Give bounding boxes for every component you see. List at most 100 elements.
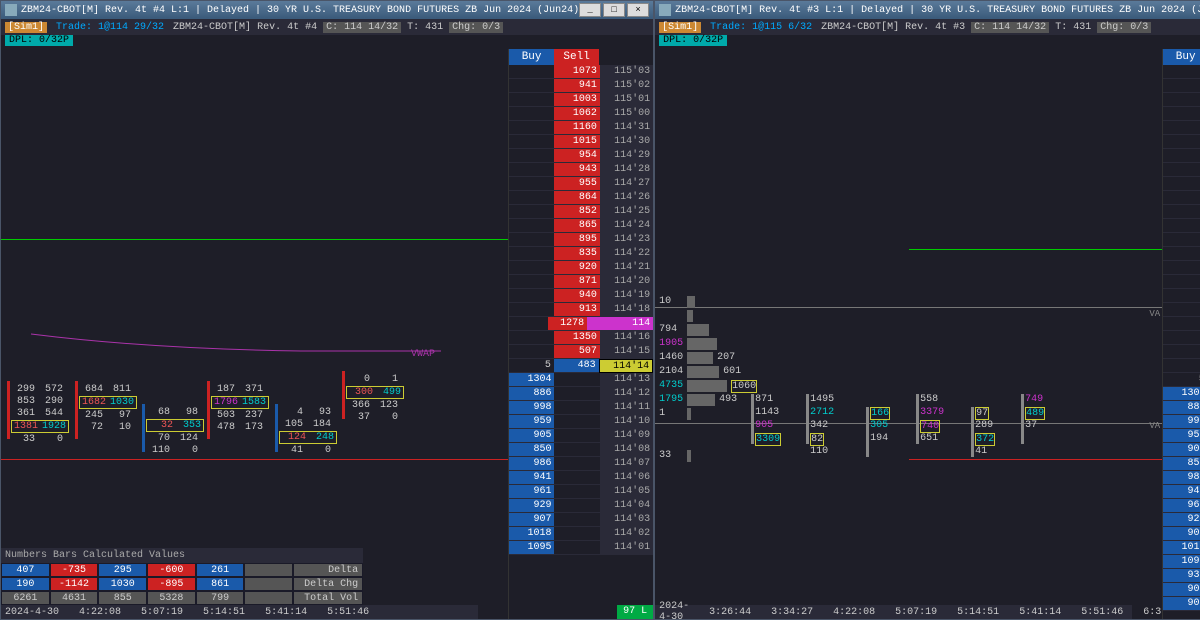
dom-row[interactable]: 929114'04 [1163,513,1200,527]
dom-row[interactable]: 886114'12 [1163,401,1200,415]
dom-row[interactable]: 954114'29 [1163,163,1200,177]
dom-row[interactable]: 864114'26 [509,191,653,205]
calc-title: Numbers Bars Calculated Values [1,548,363,563]
dom-row[interactable]: 1350114'16 [509,331,653,345]
close-button[interactable]: × [627,3,649,17]
dom-row[interactable]: 1278114'17 [1163,331,1200,345]
dom-row[interactable]: 943114'28 [1163,177,1200,191]
dom-row[interactable]: 895114'23 [509,233,653,247]
dom-row[interactable]: 961114'05 [509,485,653,499]
titlebar-left[interactable]: ZBM24-CBOT[M] Rev. 4t #4 L:1 | Delayed |… [1,1,653,19]
numbers-column: 01300499366123370 [346,374,404,424]
dom-row[interactable]: 835114'22 [1163,261,1200,275]
dom-row[interactable]: 955114'27 [509,177,653,191]
dom-row[interactable]: 871114'20 [1163,289,1200,303]
dom-row[interactable]: 1062115'00 [1163,121,1200,135]
dom-row[interactable]: 1018114'02 [509,527,653,541]
dom-row[interactable]: 905114'09 [509,429,653,443]
dom-row[interactable]: 1304114'13 [1163,387,1200,401]
dom-row[interactable]: 905114'09 [1163,443,1200,457]
dom-row[interactable]: 986114'07 [1163,471,1200,485]
dom-row[interactable]: 943114'28 [509,163,653,177]
maximize-button[interactable]: □ [603,3,625,17]
dom-row[interactable]: 941115'02 [509,79,653,93]
dom-row[interactable]: 850114'08 [509,443,653,457]
dom-row[interactable]: 1073115'03 [509,65,653,79]
dom-row[interactable]: 864114'26 [1163,205,1200,219]
dom-row[interactable]: 920114'21 [1163,275,1200,289]
chg-chip: Chg: 0/3 [449,22,503,33]
dom-row[interactable]: 1160114'31 [1163,135,1200,149]
minimize-button[interactable]: _ [579,3,601,17]
dom-row[interactable]: 940114'19 [509,289,653,303]
dom-row[interactable]: 1304114'13 [509,373,653,387]
dom-row[interactable]: 954114'29 [509,149,653,163]
dom-row[interactable]: 507114'15 [509,345,653,359]
dom-row[interactable]: 895114'23 [1163,247,1200,261]
dom-buy-header[interactable]: Buy [509,49,554,65]
time-axis-left: 2024-4-304:22:085:07:195:14:515:41:145:5… [1,605,478,619]
dom-row[interactable]: 903113'30 [1163,597,1200,611]
dom-row[interactable]: 835114'22 [509,247,653,261]
volume-label: 2104 [659,366,683,377]
title-text: ZBM24-CBOT[M] Rev. 4t #3 L:1 | Delayed |… [675,5,1200,16]
dom-right[interactable]: Buy Sell 1027115'041073115'03941115'0210… [1162,49,1200,619]
dom-row[interactable]: 940114'19 [1163,303,1200,317]
titlebar-right[interactable]: ZBM24-CBOT[M] Rev. 4t #3 L:1 | Delayed |… [655,1,1200,19]
dom-row[interactable]: 913114'18 [1163,317,1200,331]
price-bar [342,371,345,419]
dom-row[interactable]: 1160114'31 [509,121,653,135]
dom-row[interactable]: 886114'12 [509,387,653,401]
dom-row[interactable]: 955114'27 [1163,191,1200,205]
dom-row[interactable]: 941114'06 [1163,485,1200,499]
dom-left[interactable]: Buy Sell 1073115'03941115'021003115'0110… [508,49,653,619]
dom-row[interactable]: 1350114'16 [1163,345,1200,359]
dom-row[interactable]: 1278114 17/32125/3 [509,317,653,331]
dom-row[interactable]: 913114'18 [509,303,653,317]
dom-buy-header[interactable]: Buy [1163,49,1200,65]
dom-row[interactable]: 1018114'02 [1163,541,1200,555]
dom-row[interactable]: 907114'03 [509,513,653,527]
dom-row[interactable]: 1027115'04 [1163,65,1200,79]
dom-row[interactable]: 1003115'01 [509,93,653,107]
dom-row[interactable]: 929114'04 [509,499,653,513]
dom-row[interactable]: 865114'24 [509,219,653,233]
calc-cell: 4631 [50,591,99,605]
dom-row[interactable]: 5483114'14 [1163,373,1200,387]
dom-row[interactable]: 865114'24 [1163,233,1200,247]
dom-row[interactable]: 1015114'30 [509,135,653,149]
dom-row[interactable]: 1073115'03 [1163,79,1200,93]
cluster-value: 1143 [755,407,779,418]
dom-row[interactable]: 959114'10 [1163,429,1200,443]
dom-row[interactable]: 935114'00 [1163,569,1200,583]
chart-area-left[interactable]: VWAP 29957285329036154413811928330684811… [1,49,508,619]
dom-row[interactable]: 961114'05 [1163,499,1200,513]
dom-row[interactable]: 5483114'14 [509,359,653,373]
dom-row[interactable]: 1003115'01 [1163,107,1200,121]
dom-row[interactable]: 986114'07 [509,457,653,471]
dom-row[interactable]: 1062115'00 [509,107,653,121]
dom-sell-header[interactable]: Sell [554,49,599,65]
dom-row[interactable]: 941114'06 [509,471,653,485]
hline-red [909,459,1163,460]
cluster-value: 2712 [810,407,834,418]
dom-row[interactable]: 1095114'01 [509,541,653,555]
calc-cell: 295 [98,563,147,577]
dom-row[interactable]: 1095114'01 [1163,555,1200,569]
dom-row[interactable]: 959114'10 [509,415,653,429]
dom-row[interactable]: 852114'25 [1163,219,1200,233]
dom-row[interactable]: 1015114'30 [1163,149,1200,163]
dom-row[interactable]: 850114'08 [1163,457,1200,471]
dom-row[interactable]: 852114'25 [509,205,653,219]
dom-row[interactable]: 900113'31 [1163,583,1200,597]
dom-row[interactable]: 871114'20 [509,275,653,289]
dom-row[interactable]: 907114'03 [1163,527,1200,541]
dom-row[interactable]: 941115'02 [1163,93,1200,107]
calc-cell: -1142 [50,577,99,591]
dom-row[interactable]: 507114'15 [1163,359,1200,373]
chart-area-right[interactable]: 1079419051460207210460147351060179549313… [655,49,1162,619]
dom-row[interactable]: 998114'11 [509,401,653,415]
dom-row[interactable]: 920114'21 [509,261,653,275]
volume-label: 1795 [659,394,683,405]
dom-row[interactable]: 998114'11 [1163,415,1200,429]
